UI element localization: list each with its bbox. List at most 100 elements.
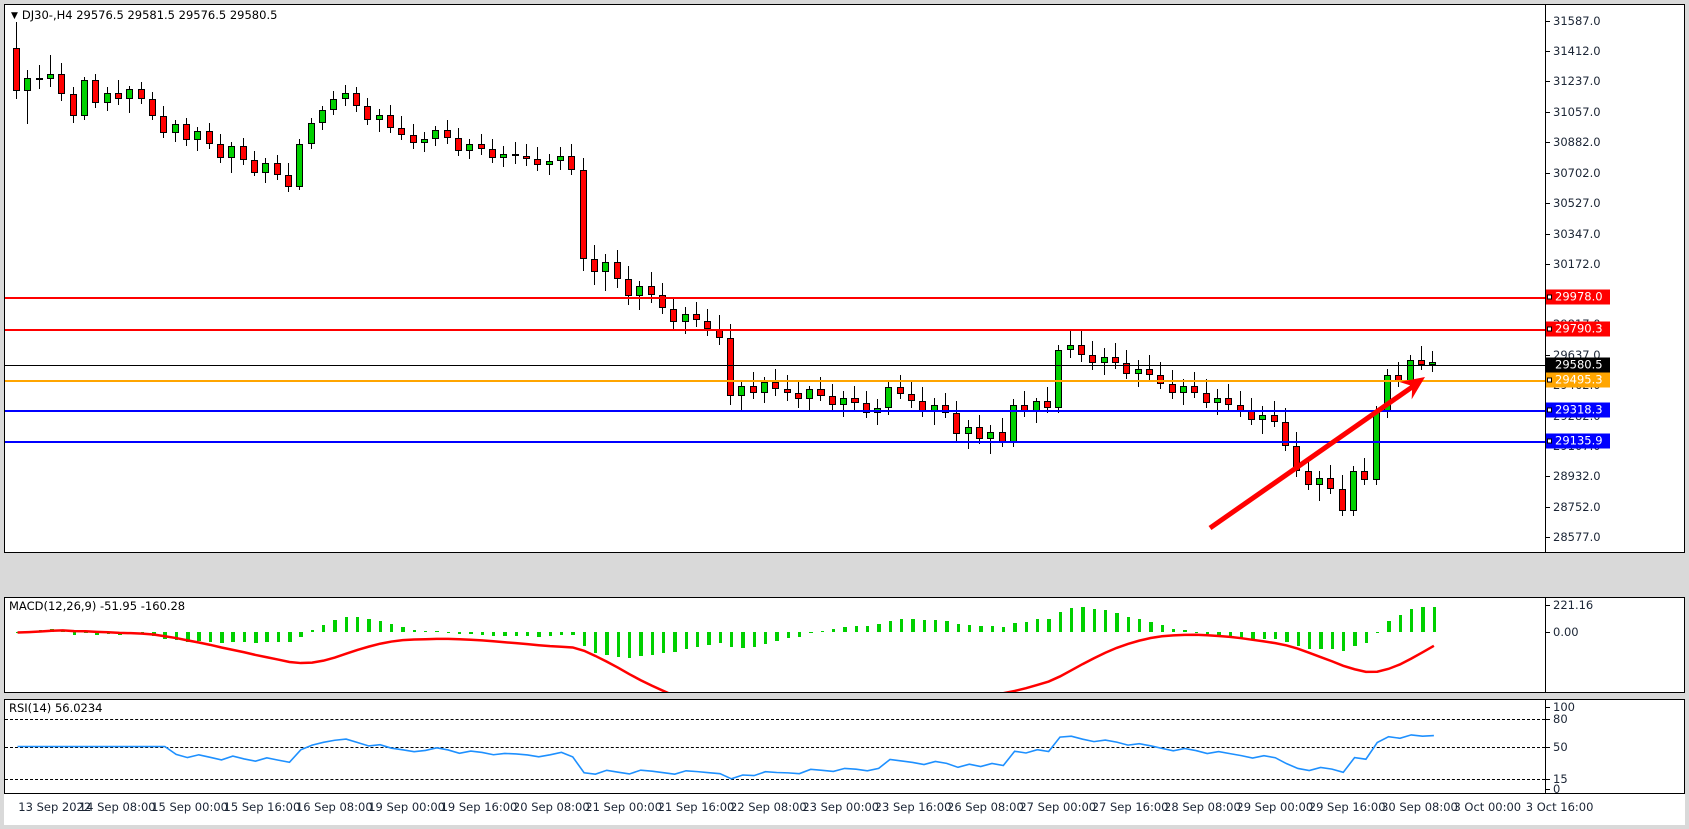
candlestick[interactable] xyxy=(647,5,655,552)
candlestick[interactable] xyxy=(602,5,610,552)
candlestick[interactable] xyxy=(432,5,440,552)
candlestick[interactable] xyxy=(1191,5,1199,552)
candlestick[interactable] xyxy=(35,5,43,552)
candlestick[interactable] xyxy=(590,5,598,552)
price-level-tag-resistance[interactable]: 29790.3 xyxy=(1546,321,1610,337)
macd-plot-area[interactable] xyxy=(5,598,1545,692)
candlestick[interactable] xyxy=(1066,5,1074,552)
candlestick[interactable] xyxy=(749,5,757,552)
candlestick[interactable] xyxy=(579,5,587,552)
rsi-plot-area[interactable] xyxy=(5,700,1545,793)
candlestick[interactable] xyxy=(976,5,984,552)
candlestick[interactable] xyxy=(398,5,406,552)
candlestick[interactable] xyxy=(13,5,21,552)
candlestick[interactable] xyxy=(511,5,519,552)
candlestick[interactable] xyxy=(126,5,134,552)
candlestick[interactable] xyxy=(624,5,632,552)
candlestick[interactable] xyxy=(296,5,304,552)
candlestick[interactable] xyxy=(420,5,428,552)
candlestick[interactable] xyxy=(80,5,88,552)
macd-pane[interactable]: MACD(12,26,9) -51.95 -160.28 221.16 0.00 xyxy=(4,597,1685,693)
rsi-pane[interactable]: RSI(14) 56.0234 100 80 50 15 0 xyxy=(4,699,1685,796)
candlestick[interactable] xyxy=(58,5,66,552)
candlestick[interactable] xyxy=(500,5,508,552)
candlestick[interactable] xyxy=(636,5,644,552)
candlestick[interactable] xyxy=(46,5,54,552)
candlestick[interactable] xyxy=(1214,5,1222,552)
level-drag-handle[interactable] xyxy=(1547,294,1552,300)
candlestick[interactable] xyxy=(148,5,156,552)
candlestick[interactable] xyxy=(216,5,224,552)
candlestick[interactable] xyxy=(987,5,995,552)
candlestick[interactable] xyxy=(1078,5,1086,552)
price-level-line-support[interactable] xyxy=(5,441,1545,444)
candlestick[interactable] xyxy=(964,5,972,552)
candlestick[interactable] xyxy=(341,5,349,552)
candlestick[interactable] xyxy=(182,5,190,552)
candlestick[interactable] xyxy=(1123,5,1131,552)
price-axis[interactable]: 31587.0 31412.0 31237.0 31057.0 30882.0 30702… xyxy=(1545,5,1684,552)
candlestick[interactable] xyxy=(114,5,122,552)
candlestick[interactable] xyxy=(466,5,474,552)
price-level-line-resistance[interactable] xyxy=(5,329,1545,332)
candlestick[interactable] xyxy=(828,5,836,552)
candlestick[interactable] xyxy=(386,5,394,552)
candlestick[interactable] xyxy=(1270,5,1278,552)
candlestick[interactable] xyxy=(477,5,485,552)
rsi-axis[interactable]: 100 80 50 15 0 xyxy=(1545,700,1684,796)
price-level-tag-current-price[interactable]: 29580.5 xyxy=(1546,357,1610,373)
candlestick[interactable] xyxy=(409,5,417,552)
candlestick[interactable] xyxy=(454,5,462,552)
candlestick[interactable] xyxy=(794,5,802,552)
candlestick[interactable] xyxy=(1304,5,1312,552)
candlestick[interactable] xyxy=(1225,5,1233,552)
candlestick[interactable] xyxy=(522,5,530,552)
level-drag-handle[interactable] xyxy=(1547,438,1552,444)
price-level-line-support[interactable] xyxy=(5,409,1545,412)
candlestick[interactable] xyxy=(103,5,111,552)
candlestick[interactable] xyxy=(806,5,814,552)
candlestick[interactable] xyxy=(273,5,281,552)
candlestick[interactable] xyxy=(1134,5,1142,552)
candlestick[interactable] xyxy=(840,5,848,552)
pane-divider-macd-rsi[interactable] xyxy=(4,693,1685,699)
candlestick[interactable] xyxy=(443,5,451,552)
candlestick[interactable] xyxy=(1282,5,1290,552)
candlestick[interactable] xyxy=(205,5,213,552)
candlestick[interactable] xyxy=(1100,5,1108,552)
candlestick[interactable] xyxy=(488,5,496,552)
candlestick[interactable] xyxy=(1338,5,1346,552)
candlestick[interactable] xyxy=(1168,5,1176,552)
candlestick[interactable] xyxy=(1180,5,1188,552)
pane-divider-price-macd[interactable] xyxy=(4,553,1685,597)
candlestick[interactable] xyxy=(670,5,678,552)
candlestick[interactable] xyxy=(1418,5,1426,552)
time-axis[interactable]: 13 Sep 2022 14 Sep 08:00 15 Sep 00:00 15 Se… xyxy=(4,794,1685,825)
candlestick[interactable] xyxy=(364,5,372,552)
candlestick[interactable] xyxy=(330,5,338,552)
candlestick[interactable] xyxy=(137,5,145,552)
candlestick[interactable] xyxy=(250,5,258,552)
candlestick[interactable] xyxy=(1350,5,1358,552)
level-drag-handle[interactable] xyxy=(1547,407,1552,413)
candlestick[interactable] xyxy=(92,5,100,552)
candlestick[interactable] xyxy=(953,5,961,552)
price-level-tag-support[interactable]: 29318.3 xyxy=(1546,402,1610,418)
candlestick[interactable] xyxy=(704,5,712,552)
candlestick[interactable] xyxy=(1316,5,1324,552)
candlestick[interactable] xyxy=(681,5,689,552)
candlestick[interactable] xyxy=(160,5,168,552)
candlestick[interactable] xyxy=(783,5,791,552)
level-drag-handle[interactable] xyxy=(1547,326,1552,332)
candlestick[interactable] xyxy=(171,5,179,552)
bullish-trend-arrow[interactable] xyxy=(5,5,1545,552)
price-level-tag-pending-order[interactable]: 29495.3 xyxy=(1546,372,1610,388)
candlestick[interactable] xyxy=(1146,5,1154,552)
candlestick[interactable] xyxy=(1112,5,1120,552)
candlestick[interactable] xyxy=(908,5,916,552)
candlestick[interactable] xyxy=(613,5,621,552)
candlestick[interactable] xyxy=(352,5,360,552)
candlestick[interactable] xyxy=(772,5,780,552)
candlestick[interactable] xyxy=(726,5,734,552)
price-plot-area[interactable] xyxy=(5,5,1545,552)
